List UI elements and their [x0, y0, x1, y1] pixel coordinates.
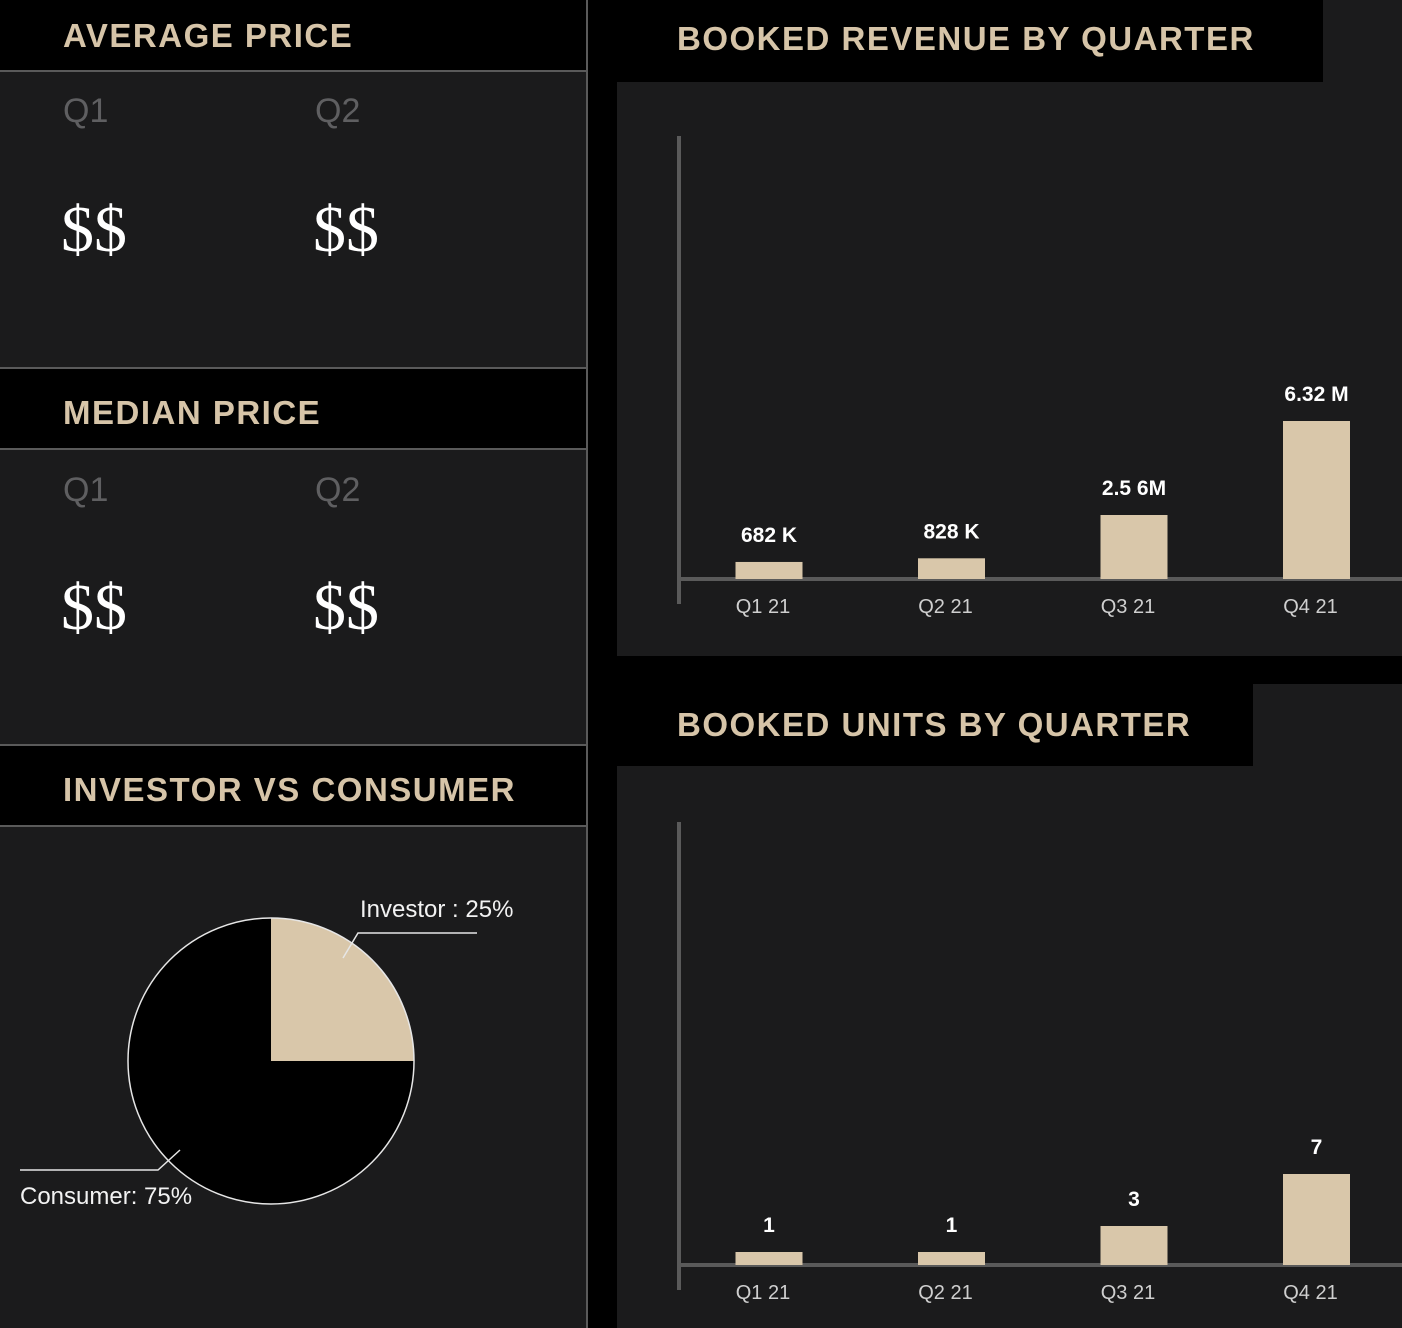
- median-q1-value: $$: [61, 571, 127, 644]
- investor-consumer-title: INVESTOR VS CONSUMER: [63, 771, 516, 808]
- units-data-label: 7: [1311, 1136, 1323, 1159]
- median-q1-label: Q1: [63, 471, 109, 509]
- revenue-header: BOOKED REVENUE BY QUARTER: [617, 0, 1323, 82]
- units-data-label: 1: [946, 1214, 958, 1237]
- revenue-tick-label: Q4 21: [1283, 596, 1337, 618]
- investor-consumer-pie: Investor : 25% Consumer: 75%: [20, 896, 513, 1210]
- revenue-tick-label: Q3 21: [1101, 596, 1155, 618]
- average-q2-label: Q2: [315, 92, 361, 130]
- units-tick-label: Q3 21: [1101, 1282, 1155, 1304]
- units-title: BOOKED UNITS BY QUARTER: [677, 706, 1192, 743]
- revenue-tick-label: Q2 21: [918, 596, 972, 618]
- revenue-bar: [1100, 515, 1168, 579]
- revenue-panel: BOOKED REVENUE BY QUARTER 682 K Q1 21 828 …: [617, 0, 1402, 656]
- investor-consumer-header: INVESTOR VS CONSUMER: [0, 744, 586, 827]
- revenue-bar: [918, 558, 985, 579]
- median-price-header: MEDIAN PRICE: [0, 367, 586, 450]
- pie-slice-consumer: [128, 918, 414, 1204]
- units-tick-label: Q2 21: [918, 1282, 972, 1304]
- left-column: AVERAGE PRICE Q1 Q2 $$ $$ MEDIAN PRICE Q…: [0, 0, 588, 1328]
- consumer-slice-label: Consumer: 75%: [20, 1183, 192, 1210]
- average-q1-label: Q1: [63, 92, 109, 130]
- units-tick-label: Q1 21: [736, 1282, 790, 1304]
- consumer-leader-line: [20, 1149, 181, 1171]
- units-bar: [1283, 1174, 1350, 1265]
- pie-outline: [127, 917, 415, 1205]
- revenue-data-label: 682 K: [741, 524, 797, 547]
- average-q1-value: $$: [61, 193, 127, 266]
- revenue-bar-chart: 682 K Q1 21 828 K Q2 21 2.5 6M Q3 21 6.32 M Q4 …: [677, 136, 1402, 618]
- revenue-tick-label: Q1 21: [736, 596, 790, 618]
- pie-slice-investor: [271, 918, 414, 1061]
- units-panel: BOOKED UNITS BY QUARTER 1 Q1 21 1 Q2 21 3 Q3 …: [617, 684, 1402, 1328]
- units-data-label: 3: [1128, 1188, 1140, 1211]
- revenue-data-label: 828 K: [923, 520, 979, 543]
- units-tick-label: Q4 21: [1283, 1282, 1337, 1304]
- average-price-header: AVERAGE PRICE: [0, 0, 586, 72]
- units-header: BOOKED UNITS BY QUARTER: [617, 684, 1253, 766]
- median-q2-value: $$: [313, 571, 379, 644]
- revenue-title: BOOKED REVENUE BY QUARTER: [677, 20, 1255, 57]
- average-price-title: AVERAGE PRICE: [63, 17, 354, 54]
- median-q2-label: Q2: [315, 471, 361, 509]
- revenue-data-label: 6.32 M: [1284, 383, 1348, 406]
- units-bar: [735, 1252, 803, 1265]
- units-bar: [918, 1252, 985, 1265]
- units-bar: [1100, 1226, 1168, 1265]
- investor-leader-line: [342, 932, 477, 959]
- revenue-bar: [1283, 421, 1350, 579]
- revenue-data-label: 2.5 6M: [1102, 477, 1166, 500]
- investor-slice-label: Investor : 25%: [360, 896, 513, 923]
- revenue-bar: [735, 561, 803, 579]
- median-price-title: MEDIAN PRICE: [63, 394, 322, 431]
- units-bar-chart: 1 Q1 21 1 Q2 21 3 Q3 21 7 Q4 21: [677, 822, 1402, 1304]
- units-data-label: 1: [763, 1214, 775, 1237]
- average-q2-value: $$: [313, 193, 379, 266]
